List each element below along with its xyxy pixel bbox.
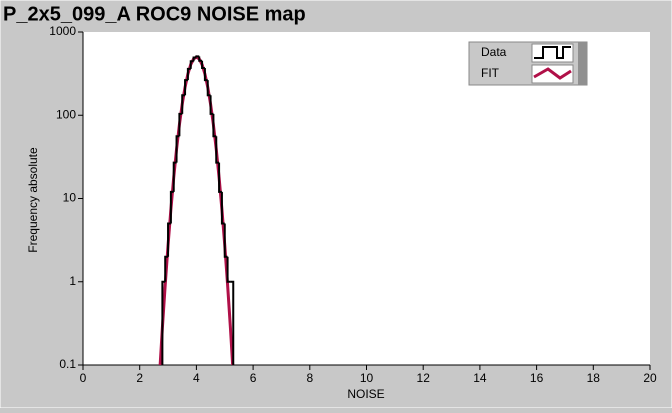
- x-tick-label: 12: [417, 371, 431, 385]
- histogram-step: [212, 113, 217, 138]
- legend-swatch: [533, 67, 572, 80]
- x-tick-label: 16: [530, 371, 544, 385]
- legend-label: Data: [481, 45, 507, 59]
- y-tick-label: 0.1: [59, 357, 76, 371]
- chart-title: P_2x5_099_A ROC9 NOISE map: [3, 3, 306, 25]
- x-tick-label: 8: [306, 371, 313, 385]
- x-tick-label: 6: [250, 371, 257, 385]
- legend-label: FIT: [481, 66, 500, 80]
- histogram-step: [181, 94, 186, 114]
- histogram-step: [198, 56, 203, 62]
- y-tick-label: 10: [63, 191, 77, 205]
- x-axis-label: NOISE: [347, 387, 384, 401]
- histogram-step: [184, 79, 188, 96]
- x-tick-label: 14: [473, 371, 487, 385]
- y-tick-label: 1: [69, 274, 76, 288]
- y-axis-label: Frequency absolute: [26, 147, 40, 253]
- histogram-step: [230, 280, 235, 365]
- x-tick-label: 18: [587, 371, 601, 385]
- x-tick-label: 2: [136, 371, 143, 385]
- histogram-step: [223, 223, 228, 258]
- y-tick-label: 1000: [49, 24, 76, 38]
- x-tick-label: 0: [80, 371, 87, 385]
- legend-shade: [578, 42, 587, 85]
- x-tick-label: 20: [643, 371, 657, 385]
- histogram-step: [226, 256, 231, 283]
- x-tick-label: 10: [360, 371, 374, 385]
- histogram-step: [167, 222, 171, 257]
- plot-area: [83, 32, 650, 365]
- plot-marks: [158, 55, 235, 365]
- histogram-step: [218, 162, 222, 193]
- legend: Data FIT: [468, 41, 588, 86]
- histogram-step: [178, 112, 183, 137]
- histogram-step: [201, 60, 205, 69]
- x-tick-label: 4: [193, 371, 200, 385]
- legend-swatch: [534, 46, 571, 59]
- histogram-step: [172, 161, 177, 192]
- y-tick-label: 100: [56, 107, 76, 121]
